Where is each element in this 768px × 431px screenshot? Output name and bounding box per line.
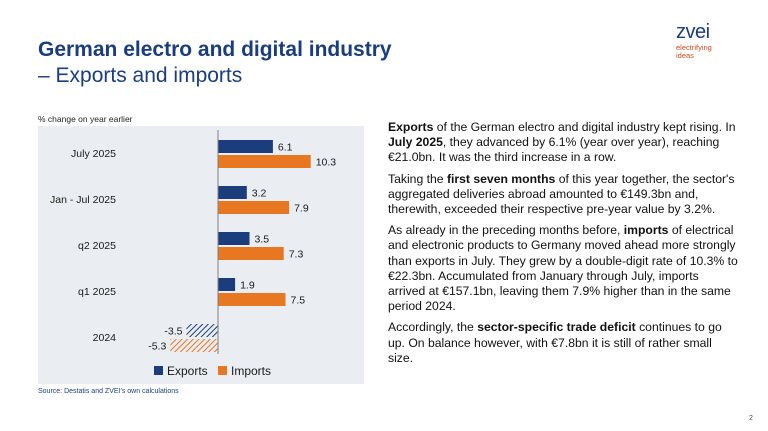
page-subtitle: – Exports and imports: [38, 64, 243, 87]
paragraph-text: of the German electro and digital indust…: [433, 120, 736, 134]
exports-bar: [218, 186, 247, 199]
paragraph-text: , they advanced by 6.1% (year over year)…: [388, 135, 720, 165]
category-label: July 2025: [71, 148, 116, 160]
page-number: 2: [749, 415, 753, 422]
exports-bar: [218, 232, 250, 245]
paragraph-text: continues to go up. On balance however, …: [388, 320, 722, 365]
category-label: q1 2025: [78, 286, 116, 298]
paragraph-text: Taking the: [388, 171, 447, 186]
chart-panel: July 2025 6.1 10.3 Jan - Jul 2025 3.2 7.9 q2 2…: [38, 126, 364, 384]
data-label: 3.5: [255, 234, 270, 246]
data-label: -5.3: [148, 341, 166, 353]
highlighted-text: sector-specific trade deficit: [477, 320, 636, 335]
category-label: Jan - Jul 2025: [50, 194, 116, 206]
paragraph-text: of this year together, the sector's aggr…: [388, 171, 735, 217]
imports-bar: [218, 201, 290, 214]
data-label: 7.3: [289, 249, 304, 261]
commentary-paragraph: As already in the preceding months befor…: [388, 223, 738, 314]
highlighted-text: first seven months: [446, 171, 556, 186]
category-label: 2024: [93, 332, 117, 344]
legend-swatch-exports: [154, 366, 163, 375]
logo-wordmark: zvei: [676, 21, 710, 43]
page-title: German electro and digital industry: [38, 38, 392, 61]
exports-bar: [218, 278, 236, 291]
data-label: 6.1: [278, 142, 293, 154]
commentary-paragraph: Accordingly, the sector-specific trade d…: [388, 320, 738, 366]
exports-bar: [186, 324, 218, 337]
data-label: 7.9: [294, 203, 309, 215]
logo-tagline-2: ideas: [676, 51, 694, 60]
highlighted-text: July 2025: [388, 135, 443, 150]
source-note: Source: Destatis and ZVEI's own calculat…: [38, 388, 179, 395]
imports-bar: [218, 293, 286, 306]
imports-bar: [170, 339, 218, 352]
legend-label-exports: Exports: [167, 364, 208, 378]
category-label: q2 2025: [78, 240, 116, 252]
data-label: 1.9: [240, 280, 255, 292]
data-label: 7.5: [291, 295, 306, 307]
commentary-paragraph: Exports of the German electro and digita…: [388, 120, 738, 166]
paragraph-text: of electrical and electronic products to…: [388, 223, 738, 314]
data-label: -3.5: [164, 326, 182, 338]
imports-bar: [218, 247, 284, 260]
data-label: 3.2: [252, 188, 267, 200]
exports-bar: [218, 140, 273, 153]
chart-subtitle: % change on year earlier: [38, 114, 133, 124]
logo-tagline-1: electrifying: [676, 43, 712, 52]
bar-chart: July 2025 6.1 10.3 Jan - Jul 2025 3.2 7.9 q2 2…: [50, 130, 337, 378]
data-label: 10.3: [316, 157, 337, 169]
zvei-logo: zvei electrifying ideas: [676, 22, 746, 60]
commentary-text: Exports of the German electro and digita…: [388, 120, 738, 372]
paragraph-text: As already in the preceding months befor…: [388, 223, 624, 238]
highlighted-text: imports: [623, 223, 669, 238]
paragraph-text: Accordingly, the: [388, 320, 478, 335]
legend-label-imports: Imports: [231, 364, 271, 378]
commentary-paragraph: Taking the first seven months of this ye…: [388, 172, 738, 218]
legend-swatch-imports: [218, 366, 227, 375]
imports-bar: [218, 155, 311, 168]
highlighted-text: Exports: [388, 120, 434, 134]
